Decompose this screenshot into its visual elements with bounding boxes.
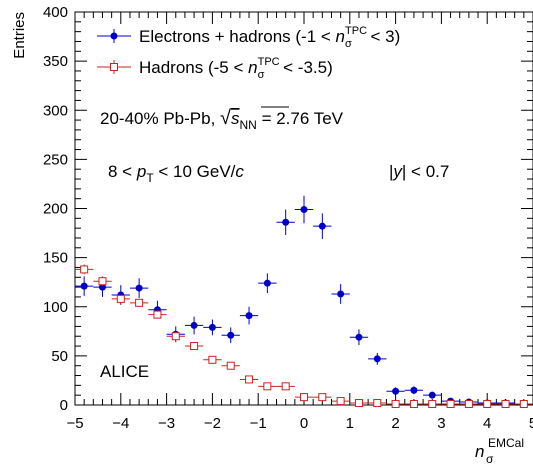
annotation-system: 20-40% Pb-Pb, √sNN = 2.76 TeV — [100, 107, 344, 132]
data-point — [373, 355, 381, 363]
data-point — [282, 218, 290, 226]
data-point — [410, 386, 418, 394]
data-point — [300, 205, 308, 213]
annotation-pt: 8 < pT < 10 GeV/c — [108, 162, 244, 185]
x-tick-label: 4 — [483, 415, 491, 432]
data-point — [428, 400, 437, 409]
data-point — [464, 400, 473, 409]
y-tick-label: 150 — [43, 250, 68, 267]
data-point — [373, 399, 382, 408]
annotation-experiment: ALICE — [100, 362, 149, 381]
y-tick-label: 350 — [43, 53, 68, 70]
x-tick-label: −3 — [158, 415, 175, 432]
x-tick-label: 2 — [391, 415, 399, 432]
x-tick-label: 0 — [300, 415, 308, 432]
y-axis-label: Entries — [11, 12, 28, 59]
data-point — [318, 393, 327, 402]
y-tick-label: 100 — [43, 299, 68, 316]
annotation-rapidity: |y| < 0.7 — [389, 162, 449, 181]
data-point — [227, 331, 235, 339]
series-hadrons — [75, 264, 533, 409]
data-point — [245, 375, 254, 384]
data-point — [300, 393, 308, 402]
y-tick-label: 50 — [51, 348, 68, 365]
y-tick-label: 200 — [43, 201, 68, 218]
x-tick-label: −4 — [112, 415, 129, 432]
data-point — [428, 391, 436, 399]
data-point — [263, 382, 272, 391]
x-tick-label: −2 — [204, 415, 221, 432]
data-point — [171, 332, 180, 341]
data-point — [98, 277, 107, 286]
legend-marker-square — [110, 63, 118, 71]
legend-label-electrons-hadrons: Electrons + hadrons (-1 < nTPC σ < 3) — [139, 25, 400, 50]
data-point — [226, 361, 235, 370]
data-point — [208, 323, 216, 331]
y-tick-label: 400 — [43, 4, 68, 21]
data-point — [135, 284, 143, 292]
x-tick-label: 5 — [529, 415, 533, 432]
data-point — [80, 265, 89, 274]
data-point — [98, 283, 106, 291]
legend-marker-circle — [110, 32, 118, 40]
data-point — [355, 333, 363, 341]
data-point — [208, 355, 217, 364]
y-tick-label: 0 — [60, 397, 68, 414]
data-point — [446, 400, 455, 409]
legend-entry-hadrons: Hadrons (-5 < nTPC σ < -3.5) — [97, 56, 333, 81]
data-point — [153, 310, 162, 319]
data-point — [190, 342, 199, 351]
x-axis-label-sup: EMCal — [488, 436, 524, 450]
data-point — [483, 400, 492, 409]
data-point — [392, 387, 400, 395]
series-layer — [75, 195, 533, 409]
x-tick-label: −1 — [250, 415, 267, 432]
data-point — [519, 400, 528, 409]
y-tick-label: 300 — [43, 102, 68, 119]
data-point — [263, 279, 271, 287]
x-tick-label: −5 — [66, 415, 83, 432]
data-point — [501, 400, 510, 409]
data-point — [337, 290, 345, 298]
data-point — [409, 400, 418, 409]
data-point — [245, 312, 253, 320]
data-point — [354, 399, 363, 408]
data-point — [318, 222, 326, 230]
x-axis: −5 −4 −3 −2 −1 0 1 2 3 4 5 — [66, 12, 533, 432]
x-tick-label: 3 — [437, 415, 445, 432]
x-axis-label-sub: σ — [486, 452, 494, 465]
data-point — [336, 397, 345, 406]
data-point — [80, 282, 88, 290]
data-point — [281, 382, 290, 391]
data-point — [190, 321, 198, 329]
legend-label-hadrons: Hadrons (-5 < nTPC σ < -3.5) — [139, 56, 333, 81]
legend-entry-electrons-hadrons: Electrons + hadrons (-1 < nTPC σ < 3) — [97, 25, 400, 50]
y-axis: 0 50 100 150 200 250 300 350 400 — [43, 4, 533, 414]
y-tick-label: 250 — [43, 151, 68, 168]
data-point — [391, 400, 400, 409]
data-point — [116, 294, 125, 303]
x-tick-label: 1 — [346, 415, 354, 432]
x-axis-label: n — [475, 442, 484, 461]
data-point — [135, 298, 144, 307]
legend: Electrons + hadrons (-1 < nTPC σ < 3) Had… — [97, 25, 400, 81]
